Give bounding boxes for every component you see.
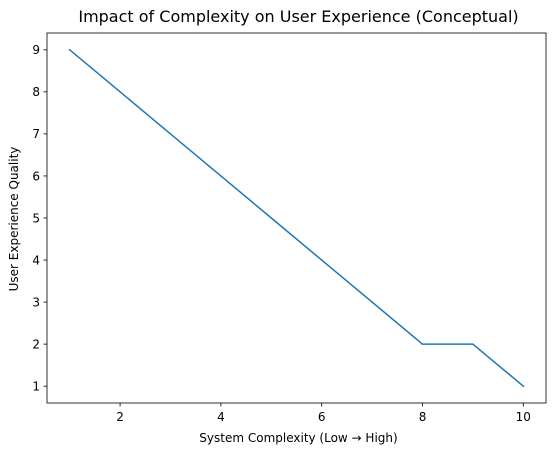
x-axis-label: System Complexity (Low → High) [199,431,397,445]
y-tick-label: 2 [32,337,40,351]
data-point [522,385,525,387]
chart-title: Impact of Complexity on User Experience … [78,7,518,26]
x-tick-label: 2 [116,410,124,424]
x-tick-label: 4 [217,410,225,424]
series-line-1 [68,48,525,388]
y-tick-label: 3 [32,295,40,309]
data-point [270,217,273,219]
y-tick-label: 6 [32,169,40,183]
plot-frame [46,32,547,404]
x-tick-label: 8 [419,410,427,424]
plot-area [68,48,525,388]
data-point [169,133,172,135]
data-point [371,301,373,303]
data-point [68,49,71,51]
y-tick-label: 1 [32,379,40,393]
x-tick-label: 6 [318,410,326,424]
y-axis-label: User Experience Quality [7,147,21,292]
y-tick-label: 4 [32,253,40,267]
data-point [421,343,424,345]
data-point [119,91,121,93]
y-tick-label: 9 [32,43,40,57]
y-tick-label: 5 [32,211,40,225]
data-point [220,175,222,177]
data-point [472,343,474,345]
data-point [320,259,323,261]
x-tick-label: 10 [516,410,531,424]
y-tick-label: 8 [32,85,40,99]
y-tick-label: 7 [32,127,40,141]
